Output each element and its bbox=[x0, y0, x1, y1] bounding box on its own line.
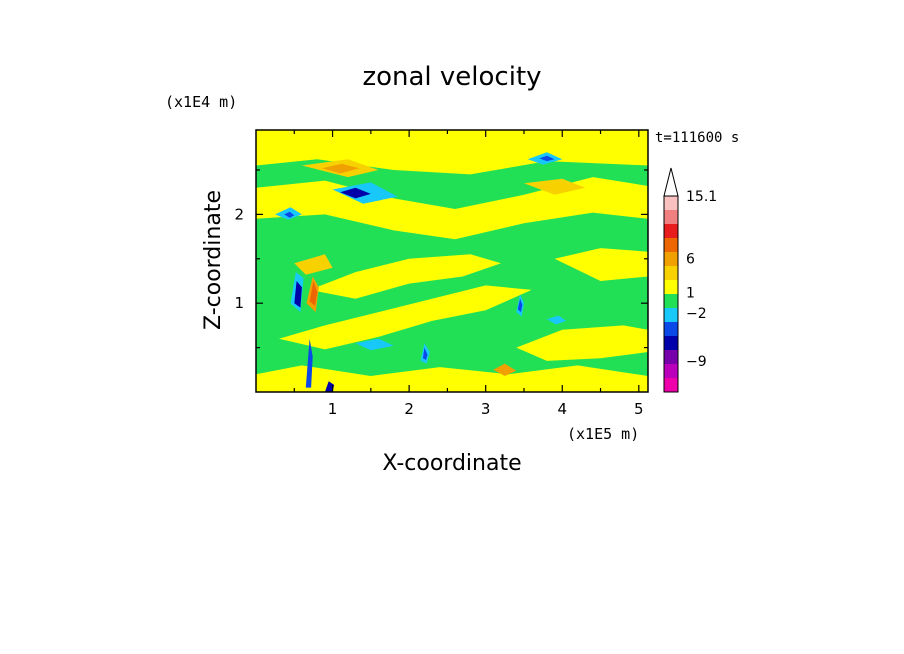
contour-region bbox=[516, 325, 648, 361]
colorbar-swatch bbox=[664, 322, 678, 336]
colorbar bbox=[663, 167, 679, 393]
contour-region bbox=[294, 281, 302, 308]
y-scale-label: (x1E4 m) bbox=[165, 93, 237, 111]
colorbar-swatch bbox=[664, 378, 678, 392]
plot-frame bbox=[255, 129, 649, 393]
y-axis-ticks: 12 bbox=[234, 169, 648, 349]
contour-region bbox=[517, 298, 523, 313]
colorbar-swatch bbox=[664, 210, 678, 224]
contour-region bbox=[256, 365, 648, 392]
colorbar-swatch bbox=[664, 294, 678, 308]
contour-region bbox=[422, 347, 428, 360]
contour-region bbox=[294, 254, 333, 275]
contour-region bbox=[309, 254, 501, 299]
contour-region bbox=[355, 338, 394, 351]
y-axis-label: Z-coordinate bbox=[201, 190, 226, 330]
contour-region bbox=[279, 285, 532, 350]
x-axis-ticks: 1 2 3 4 5 bbox=[293, 130, 644, 418]
x-tick-label: 5 bbox=[634, 400, 644, 418]
x-tick-label: 3 bbox=[481, 400, 491, 418]
contour-region bbox=[554, 248, 648, 281]
contour-region bbox=[309, 281, 318, 306]
colorbar-tick-label: −2 bbox=[686, 306, 707, 322]
colorbar-swatch bbox=[664, 350, 678, 364]
contour-region bbox=[340, 187, 371, 199]
x-tick-label: 1 bbox=[328, 400, 338, 418]
contour-region bbox=[324, 381, 335, 392]
colorbar-tick-label: 15.1 bbox=[686, 189, 717, 205]
x-tick-label: 2 bbox=[404, 400, 414, 418]
chart-title: zonal velocity bbox=[362, 62, 541, 92]
contour-region bbox=[539, 155, 555, 162]
contour-region bbox=[493, 363, 517, 376]
y-tick-label: 2 bbox=[234, 205, 244, 223]
x-scale-label: (x1E5 m) bbox=[567, 425, 639, 443]
colorbar-tick-label: 1 bbox=[686, 286, 695, 302]
colorbar-tick-label: −9 bbox=[686, 354, 707, 370]
colorbar-tick-label: 6 bbox=[686, 251, 695, 267]
colorbar-swatch bbox=[664, 308, 678, 322]
x-axis-label: X-coordinate bbox=[382, 451, 521, 476]
colorbar-swatch bbox=[664, 364, 678, 378]
colorbar-swatch bbox=[664, 266, 678, 280]
time-label: t=111600 s bbox=[655, 130, 739, 146]
colorbar-arrow bbox=[663, 167, 679, 197]
contour-fields bbox=[256, 130, 648, 392]
contour-region bbox=[305, 338, 313, 388]
colorbar-tick-labels: 15.1 6 1 −2 −9 bbox=[686, 189, 717, 370]
colorbar-frame bbox=[663, 195, 679, 393]
colorbar-swatch bbox=[664, 196, 678, 210]
x-tick-label: 4 bbox=[557, 400, 567, 418]
contour-region bbox=[284, 211, 295, 218]
colorbar-swatch bbox=[664, 224, 678, 238]
y-tick-label: 1 bbox=[234, 294, 244, 312]
colorbar-swatch bbox=[664, 336, 678, 350]
colorbar-swatch bbox=[664, 252, 678, 266]
colorbar-swatch bbox=[664, 280, 678, 294]
contour-region bbox=[524, 178, 586, 195]
colorbar-swatch bbox=[664, 238, 678, 252]
contour-region bbox=[321, 163, 360, 174]
contour-region bbox=[546, 315, 567, 325]
